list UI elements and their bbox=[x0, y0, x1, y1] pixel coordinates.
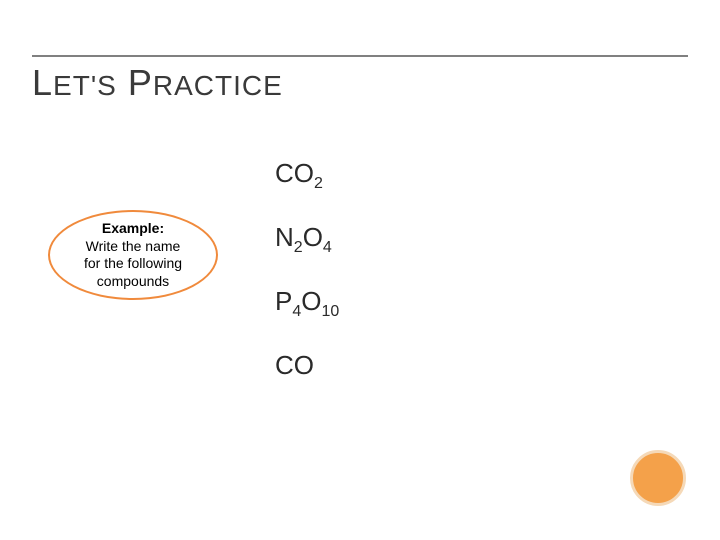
title-space bbox=[117, 62, 128, 103]
callout-line4: compounds bbox=[97, 273, 169, 289]
formula-subscript: 2 bbox=[294, 239, 303, 256]
title-word1-rest: ET bbox=[53, 70, 91, 101]
formula-text: N bbox=[275, 222, 294, 252]
example-callout-text: Example: Write the name for the followin… bbox=[84, 220, 182, 290]
formula-list: CO2N2O4P4O10CO bbox=[275, 160, 339, 416]
top-horizontal-rule bbox=[32, 55, 688, 57]
decorative-corner-circle bbox=[630, 450, 686, 506]
formula-2: N2O4 bbox=[275, 224, 339, 250]
title-word2-rest: RACTICE bbox=[153, 70, 283, 101]
formula-1: CO2 bbox=[275, 160, 339, 186]
formula-text: CO bbox=[275, 350, 314, 380]
example-callout: Example: Write the name for the followin… bbox=[48, 210, 218, 300]
formula-subscript: 4 bbox=[323, 239, 332, 256]
formula-text: P bbox=[275, 286, 292, 316]
formula-text: O bbox=[301, 286, 321, 316]
title-word2-cap: P bbox=[128, 62, 153, 103]
formula-text: CO bbox=[275, 158, 314, 188]
title-word1b-rest: S bbox=[97, 70, 117, 101]
formula-text: O bbox=[303, 222, 323, 252]
formula-3: P4O10 bbox=[275, 288, 339, 314]
callout-line2: Write the name bbox=[86, 238, 181, 254]
title-word1-cap: L bbox=[32, 62, 53, 103]
callout-line3: for the following bbox=[84, 255, 182, 271]
callout-line1: Example: bbox=[102, 220, 164, 236]
formula-subscript: 2 bbox=[314, 175, 323, 192]
page-title: LET'S PRACTICE bbox=[32, 62, 283, 104]
formula-4: CO bbox=[275, 352, 339, 378]
formula-subscript: 10 bbox=[321, 303, 339, 320]
formula-subscript: 4 bbox=[292, 303, 301, 320]
